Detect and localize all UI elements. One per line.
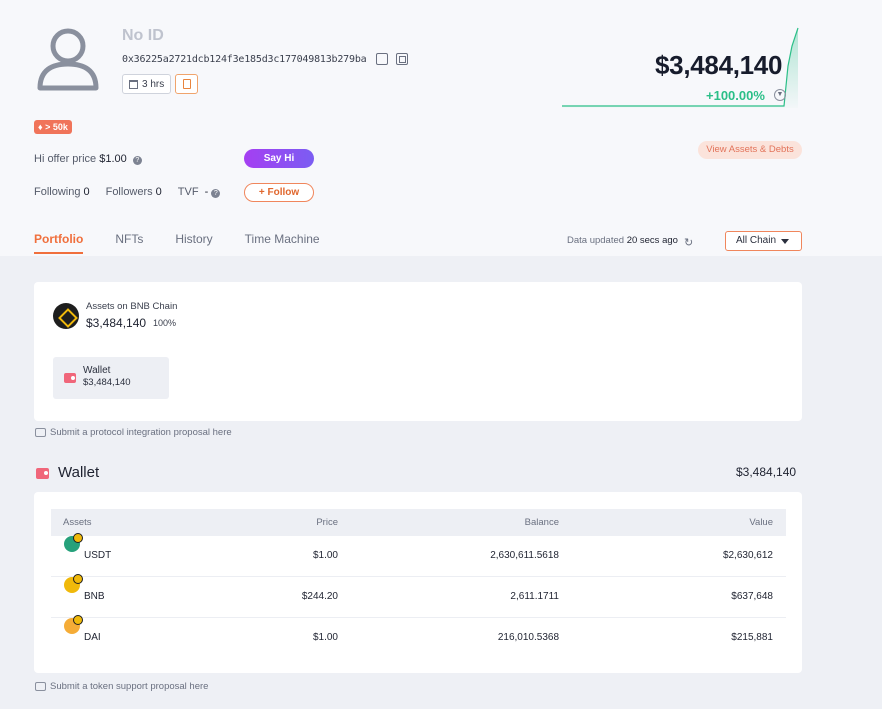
avatar-icon [37,28,99,91]
social-stats: Following 0 Followers 0 TVF -? [34,186,221,198]
view-assets-debts-button[interactable]: View Assets & Debts [698,141,802,159]
diamond-icon: ♦ [38,122,46,132]
wallet-icon [64,373,76,383]
tab-history[interactable]: History [175,232,213,246]
asset-name: USDT [84,550,112,561]
balance-change: +100.00% [706,88,765,103]
followers-label: Followers [105,186,153,198]
help-icon[interactable]: ? [132,156,142,165]
data-updated: Data updated 20 secs ago [567,235,678,246]
updated-value: 20 secs ago [626,235,678,246]
following-count: 0 [83,186,90,198]
qr-code-icon[interactable] [396,53,408,65]
table-row[interactable]: BNB $244.20 2,611.1711 $637,648 [51,574,786,618]
profile-header [0,0,882,256]
chain-percent: 100% [153,318,177,328]
wallet-section-title: Wallet [58,464,100,481]
badge-label: > 50k [45,122,68,132]
asset-balance: 216,010.5368 [497,632,559,643]
chain-title: Assets on BNB Chain [86,301,178,312]
asset-price: $244.20 [301,591,338,602]
asset-value: $2,630,612 [722,550,773,561]
tab-nfts[interactable]: NFTs [115,232,144,246]
refresh-icon[interactable]: ↻ [684,237,694,249]
offer-value: $1.00 [99,153,127,165]
wallet-address: 0x36225a2721dcb124f3e185d3c177049813b279… [122,54,367,65]
wallet-box-label: Wallet [83,365,111,376]
help-icon[interactable]: ? [211,189,221,198]
header-assets: Assets [63,517,92,528]
total-balance: $3,484,140 [655,50,783,80]
net-worth-sparkline [562,27,799,108]
followers-count: 0 [155,186,162,198]
tab-bar: Portfolio NFTs History Time Machine [34,232,352,254]
chevron-down-icon[interactable]: ▼ [774,89,786,101]
table-row[interactable]: DAI $1.00 216,010.5368 $215,881 [51,615,786,659]
tvf-label: TVF [177,186,199,198]
chat-icon [35,428,46,437]
followers-stat[interactable]: Followers 0 [106,186,162,198]
say-hi-button[interactable]: Say Hi [244,149,314,168]
protocol-proposal-link[interactable]: Submit a protocol integration proposal h… [35,427,232,438]
tab-portfolio[interactable]: Portfolio [34,232,84,254]
asset-balance: 2,630,611.5618 [490,550,559,561]
bnb-token-icon [64,574,83,593]
header-balance: Balance [524,517,559,528]
asset-name: BNB [84,591,105,602]
dai-token-icon [64,615,83,634]
document-icon [182,79,191,89]
wallet-section-total: $3,484,140 [736,465,797,479]
asset-price: $1.00 [312,632,338,643]
chat-icon [35,682,46,691]
table-row[interactable]: USDT $1.00 2,630,611.5618 $2,630,612 [51,533,786,577]
protocol-proposal-label: Submit a protocol integration proposal h… [50,427,232,438]
following-stat[interactable]: Following 0 [34,186,90,198]
usdt-token-icon [64,533,83,552]
token-proposal-label: Submit a token support proposal here [50,681,209,692]
wallet-table-card: Assets Price Balance Value USDT $1.00 2,… [34,492,802,673]
age-chip: 3 hrs [122,74,172,94]
offer-price: Hi offer price $1.00 ? [34,153,142,165]
chain-value: $3,484,140 [86,316,147,330]
wallet-box-value: $3,484,140 [83,377,131,388]
wallet-summary-box[interactable]: Wallet $3,484,140 [53,357,169,399]
tab-time-machine[interactable]: Time Machine [244,232,320,246]
header-value: Value [749,517,773,528]
chain-summary-card: Assets on BNB Chain $3,484,140 100% Wall… [34,282,802,421]
tvf-value: - [204,186,209,198]
asset-value: $637,648 [731,591,773,602]
bnb-chain-icon [53,303,79,329]
asset-price: $1.00 [312,550,338,561]
header-price: Price [316,517,338,528]
following-label: Following [34,186,81,198]
asset-balance: 2,611.1711 [510,591,559,602]
token-proposal-link[interactable]: Submit a token support proposal here [35,681,208,692]
copy-icon[interactable] [376,53,388,65]
asset-name: DAI [84,632,101,643]
tvf-stat: TVF -? [178,186,221,198]
follow-button[interactable]: + Follow [244,183,314,202]
chain-select[interactable]: All Chain [725,231,802,251]
table-header: Assets Price Balance Value [51,509,786,536]
age-chip-label: 3 hrs [142,78,165,90]
offer-label: Hi offer price [34,153,97,165]
updated-label: Data updated [567,235,625,246]
balance-badge: ♦ > 50k [34,120,72,134]
asset-value: $215,881 [731,632,773,643]
note-button[interactable] [175,74,198,94]
wallet-icon [36,468,49,479]
profile-name: No ID [122,27,164,44]
calendar-icon [129,79,138,89]
